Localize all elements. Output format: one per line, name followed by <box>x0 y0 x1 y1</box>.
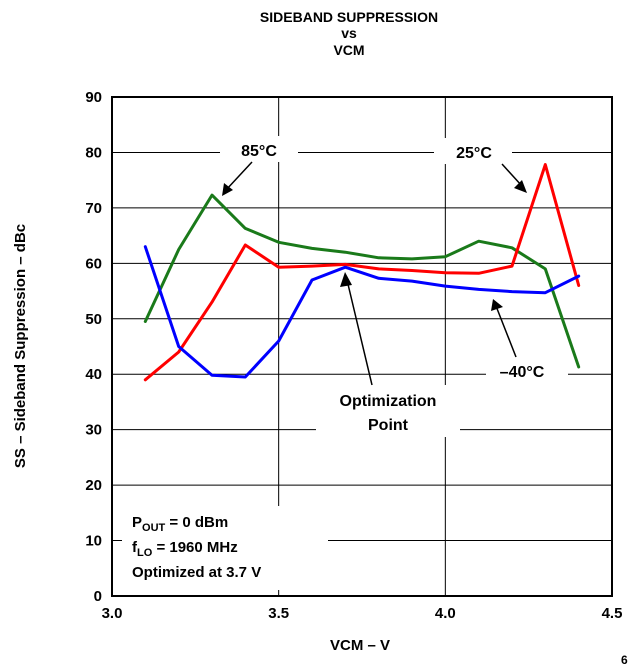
x-tick-label: 3.5 <box>268 605 289 622</box>
label-85c-bg <box>220 136 298 162</box>
condition-pout: POUT = 0 dBm <box>132 514 228 534</box>
condition-flo-main: f <box>132 539 138 556</box>
series-m40c-line <box>143 245 581 379</box>
condition-flo: fLO = 1960 MHz <box>132 539 238 559</box>
y-tick-label: 0 <box>94 588 102 605</box>
arrow-m40c-shaft <box>495 305 517 358</box>
series-layer <box>143 163 581 382</box>
arrow-optimization-shaft <box>346 279 373 386</box>
y-tick-label: 70 <box>85 200 102 217</box>
x-tick-label: 3.0 <box>102 605 123 622</box>
y-tick-label: 10 <box>85 533 102 550</box>
condition-optimized: Optimized at 3.7 V <box>132 564 261 581</box>
label-m40c: –40°C <box>500 364 545 381</box>
label-25c: 25°C <box>456 145 492 162</box>
x-tick-label: 4.0 <box>435 605 456 622</box>
label-85c: 85°C <box>241 143 277 160</box>
conditions-box-bg <box>122 506 328 590</box>
chart-title-line-2: vs <box>341 25 357 41</box>
grid <box>111 96 613 597</box>
condition-pout-main: P <box>132 514 142 531</box>
chart-title-line-3: VCM <box>333 42 364 58</box>
optimization-label-bg <box>316 385 460 437</box>
arrow-85c-shaft <box>225 161 253 191</box>
arrow-m40c-head <box>491 299 503 311</box>
y-axis-label: SS – Sideband Suppression – dBc <box>12 224 29 468</box>
series-85c-line <box>143 193 581 369</box>
condition-flo-sub: LO <box>137 547 153 559</box>
series-25c-line <box>143 163 581 382</box>
plot-frame <box>111 96 613 597</box>
y-tick-label: 40 <box>85 366 102 383</box>
chart-title-line-1: SIDEBAND SUPPRESSION <box>260 9 438 25</box>
y-tick-label: 20 <box>85 477 102 494</box>
x-tick-label: 4.5 <box>602 605 623 622</box>
label-m40c-bg <box>486 357 568 383</box>
arrow-25c-head <box>514 180 527 193</box>
optimization-label-line-1: Optimization <box>340 393 437 410</box>
optimization-label-line-2: Point <box>368 417 409 434</box>
y-tick-label: 60 <box>85 255 102 272</box>
arrow-optimization-head <box>340 272 352 287</box>
condition-pout-sub: OUT <box>142 522 166 534</box>
condition-flo-rest: = 1960 MHz <box>152 539 237 556</box>
y-tick-label: 30 <box>85 422 102 439</box>
label-25c-bg <box>434 138 512 164</box>
x-axis-label: VCM – V <box>330 637 390 654</box>
y-tick-label: 50 <box>85 311 102 328</box>
y-tick-label: 90 <box>85 89 102 106</box>
arrows <box>222 161 527 386</box>
tick-labels: 0 10 20 30 40 50 60 70 80 90 3.0 3.5 4.0 4.5 <box>85 89 622 622</box>
arrow-25c-shaft <box>501 163 523 187</box>
y-tick-label: 80 <box>85 144 102 161</box>
corner-mark: 6 <box>621 653 628 666</box>
condition-pout-rest: = 0 dBm <box>165 514 228 531</box>
arrow-85c-head <box>222 183 233 196</box>
